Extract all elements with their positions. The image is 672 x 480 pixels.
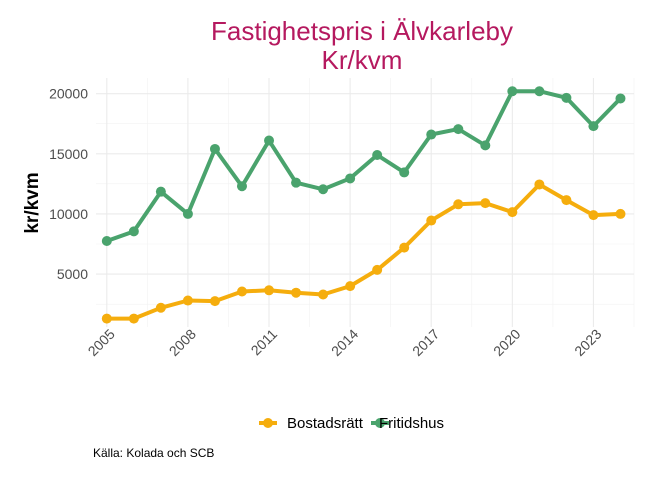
x-tick-label: 2005 <box>85 326 118 359</box>
data-point <box>318 289 329 300</box>
data-point <box>453 124 464 135</box>
data-point <box>399 242 410 253</box>
data-point <box>507 86 518 97</box>
data-point <box>561 92 572 103</box>
data-point <box>372 264 383 275</box>
y-axis-ticks: 5000 10000 15000 20000 <box>49 86 88 282</box>
data-point <box>318 184 329 195</box>
data-point <box>480 140 491 151</box>
data-point <box>291 177 302 188</box>
data-point <box>128 313 139 324</box>
y-tick-label: 10000 <box>49 206 88 222</box>
series-2 <box>101 86 626 246</box>
legend-key-point <box>263 418 273 428</box>
data-point <box>128 226 139 237</box>
x-tick-label: 2008 <box>166 326 199 359</box>
data-point <box>507 207 518 218</box>
data-point <box>182 208 193 219</box>
legend-label: Fritidshus <box>379 415 444 432</box>
y-tick-label: 15000 <box>49 146 88 162</box>
data-point <box>236 286 247 297</box>
data-point <box>291 287 302 298</box>
data-point <box>480 198 491 209</box>
y-tick-label: 5000 <box>57 266 88 282</box>
data-point <box>453 199 464 210</box>
data-point <box>101 313 112 324</box>
gridlines <box>96 78 635 327</box>
legend-item: Fritidshus <box>371 415 444 432</box>
data-point <box>182 295 193 306</box>
x-axis-ticks: 2005 2008 2011 2014 2017 2020 2023 <box>85 326 605 359</box>
data-point <box>372 149 383 160</box>
x-tick-label: 2023 <box>571 326 604 359</box>
data-point <box>561 195 572 206</box>
data-point <box>155 302 166 313</box>
y-tick-label: 20000 <box>49 86 88 102</box>
series-1 <box>101 179 626 324</box>
data-point <box>426 129 437 140</box>
legend-label: Bostadsrätt <box>287 415 364 432</box>
chart-subtitle: Kr/kvm <box>322 45 403 75</box>
data-point <box>588 210 599 221</box>
data-point <box>399 167 410 178</box>
data-point <box>209 296 220 307</box>
x-tick-label: 2011 <box>248 326 281 359</box>
caption: Källa: Kolada och SCB <box>93 446 214 460</box>
data-point <box>534 86 545 97</box>
data-point <box>426 215 437 226</box>
legend-key-point <box>375 418 385 428</box>
data-point <box>236 181 247 192</box>
data-point <box>345 281 356 292</box>
x-tick-label: 2017 <box>409 326 442 359</box>
series-line <box>104 89 623 243</box>
data-point <box>345 173 356 184</box>
series-layer <box>101 86 626 324</box>
data-point <box>588 121 599 132</box>
chart-title: Fastighetspris i Älvkarleby <box>211 16 513 46</box>
data-point <box>615 93 626 104</box>
legend: Bostadsrätt Fritidshus <box>259 415 444 432</box>
data-point <box>101 235 112 246</box>
data-point <box>615 208 626 219</box>
data-point <box>534 179 545 190</box>
data-point <box>155 186 166 197</box>
data-point <box>264 135 275 146</box>
data-point <box>264 285 275 296</box>
x-tick-label: 2014 <box>328 326 361 359</box>
legend-item: Bostadsrätt <box>259 415 364 432</box>
data-point <box>209 143 220 154</box>
x-tick-label: 2020 <box>490 326 523 359</box>
y-axis-label: kr/kvm <box>22 172 43 233</box>
